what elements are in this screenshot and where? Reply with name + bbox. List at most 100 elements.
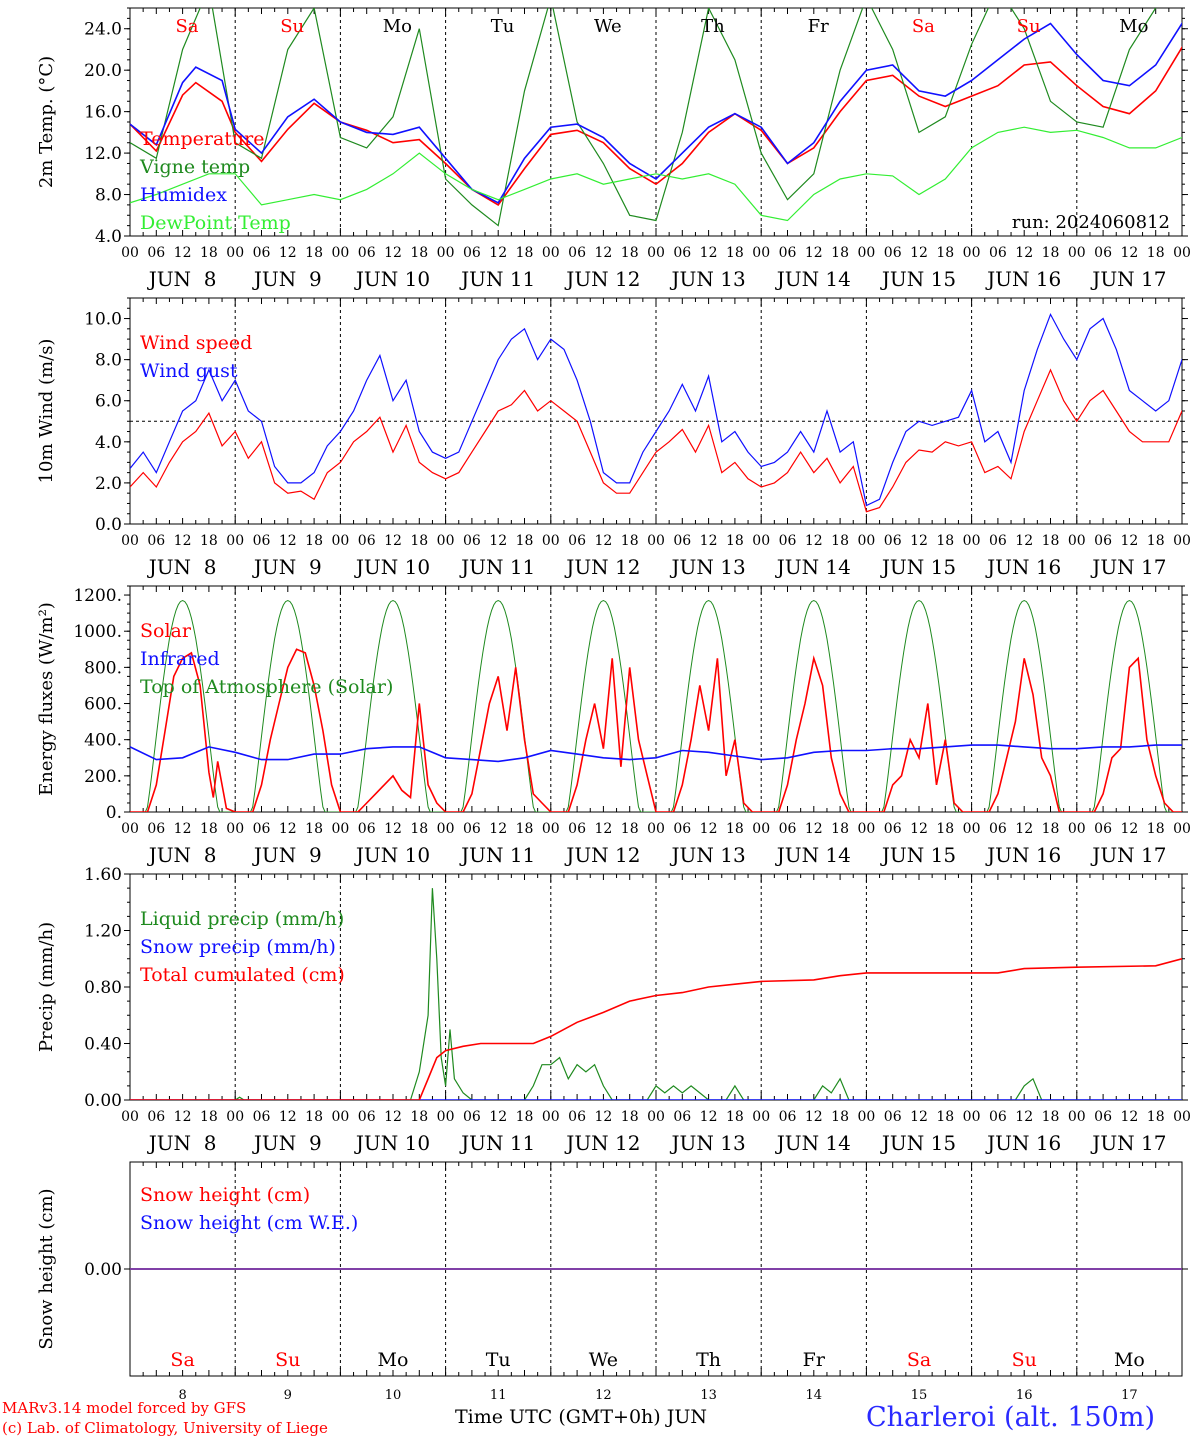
hour-tick-label: 06 — [463, 533, 481, 549]
date-label: JUN 15 — [880, 555, 956, 579]
hour-tick-label: 12 — [279, 821, 297, 837]
hour-tick-label: 06 — [147, 1109, 165, 1125]
hour-tick-label: 00 — [752, 245, 770, 261]
hour-tick-label: 12 — [384, 533, 402, 549]
hour-tick-label: 06 — [358, 821, 376, 837]
hour-tick-label: 18 — [1042, 1109, 1060, 1125]
hour-tick-label: 18 — [621, 821, 639, 837]
hour-tick-label: 06 — [989, 821, 1007, 837]
weekday-label: Tu — [491, 16, 515, 37]
hour-tick-label: 12 — [1120, 1109, 1138, 1125]
hour-tick-label: 12 — [805, 245, 823, 261]
day-number-label: 8 — [178, 1388, 186, 1403]
legend-entry: Wind gust — [140, 360, 238, 382]
hour-tick-label: 00 — [1068, 245, 1086, 261]
hour-tick-label: 06 — [358, 245, 376, 261]
legend-entry: Solar — [140, 620, 192, 642]
hour-tick-label: 00 — [121, 821, 139, 837]
date-label: JUN 15 — [880, 1131, 956, 1155]
hour-tick-label: 18 — [305, 533, 323, 549]
hour-tick-label: 12 — [1015, 533, 1033, 549]
x-axis-title-text: Time UTC (GMT+0h) — [455, 1406, 661, 1428]
hour-tick-label: 12 — [910, 1109, 928, 1125]
hour-tick-label: 06 — [673, 821, 691, 837]
y-tick-label: 8.0 — [95, 186, 122, 206]
weekday-label: Sa — [907, 1349, 931, 1371]
hour-tick-label: 18 — [305, 821, 323, 837]
series-line-temperature — [130, 46, 1182, 206]
hour-tick-label: 00 — [857, 1109, 875, 1125]
date-label: JUN 12 — [564, 1131, 640, 1155]
hour-tick-label: 00 — [647, 533, 665, 549]
hour-tick-label: 06 — [358, 533, 376, 549]
date-label: JUN 10 — [354, 555, 430, 579]
hour-tick-label: 06 — [253, 245, 271, 261]
legend-entry: Snow height (cm) — [140, 1184, 310, 1206]
y-axis-label: Energy fluxes (W/m²) — [36, 602, 57, 796]
date-label: JUN 13 — [670, 843, 746, 867]
hour-tick-label: 06 — [568, 1109, 586, 1125]
date-label: JUN 17 — [1090, 1131, 1166, 1155]
hour-tick-label: 06 — [673, 1109, 691, 1125]
hour-tick-label: 12 — [174, 533, 192, 549]
series-line-humidex — [130, 22, 1182, 204]
series-line-wind-speed — [130, 368, 1182, 513]
hour-tick-label: 18 — [410, 821, 428, 837]
y-tick-label: 400. — [84, 731, 122, 751]
date-label: JUN 15 — [880, 267, 956, 291]
hour-tick-label: 00 — [1173, 821, 1191, 837]
hour-tick-label: 18 — [410, 245, 428, 261]
hour-tick-label: 06 — [989, 245, 1007, 261]
hour-tick-label: 12 — [805, 533, 823, 549]
hour-tick-label: 00 — [121, 1109, 139, 1125]
date-label: JUN 11 — [459, 1131, 535, 1155]
hour-tick-label: 00 — [963, 821, 981, 837]
hour-tick-label: 18 — [726, 1109, 744, 1125]
hour-tick-label: 00 — [437, 1109, 455, 1125]
hour-tick-label: 12 — [594, 533, 612, 549]
hour-tick-label: 18 — [516, 533, 534, 549]
y-tick-label: 2.0 — [95, 474, 122, 494]
hour-tick-label: 18 — [516, 245, 534, 261]
hour-tick-label: 06 — [989, 1109, 1007, 1125]
hour-tick-label: 00 — [331, 245, 349, 261]
hour-tick-label: 18 — [831, 1109, 849, 1125]
hour-tick-label: 00 — [1068, 821, 1086, 837]
date-label: JUN 16 — [985, 843, 1061, 867]
y-tick-label: 0. — [106, 803, 122, 823]
series-line-vigne-temp — [130, 8, 1157, 227]
hour-tick-label: 06 — [673, 533, 691, 549]
day-number-label: 15 — [911, 1388, 928, 1403]
date-label: JUN 10 — [354, 1131, 430, 1155]
date-label: JUN 15 — [880, 843, 956, 867]
hour-tick-label: 12 — [279, 533, 297, 549]
hour-tick-label: 12 — [174, 245, 192, 261]
date-label: JUN 13 — [670, 1131, 746, 1155]
hour-tick-label: 18 — [936, 1109, 954, 1125]
credit-line-model: MARv3.14 model forced by GFS — [2, 1399, 247, 1417]
legend-entry: Snow precip (mm/h) — [140, 936, 336, 958]
weekday-label: Th — [701, 16, 725, 37]
y-tick-label: 1000. — [73, 622, 122, 642]
hour-tick-label: 12 — [594, 245, 612, 261]
hour-tick-label: 06 — [358, 1109, 376, 1125]
weekday-label: We — [589, 1349, 618, 1371]
y-tick-label: 1200. — [73, 586, 122, 606]
hour-tick-label: 12 — [489, 1109, 507, 1125]
date-label: JUN 10 — [354, 267, 430, 291]
hour-tick-label: 12 — [594, 1109, 612, 1125]
legend-entry: Snow height (cm W.E.) — [140, 1212, 358, 1234]
hour-tick-label: 00 — [437, 245, 455, 261]
legend-entry: Total cumulated (cm) — [140, 964, 345, 986]
hour-tick-label: 12 — [805, 821, 823, 837]
x-axis-month: JUN — [666, 1406, 708, 1428]
weekday-label: Su — [275, 1349, 300, 1371]
hour-tick-label: 18 — [410, 533, 428, 549]
weekday-label: Tu — [486, 1349, 511, 1371]
day-number-label: 14 — [806, 1388, 823, 1403]
hour-tick-label: 18 — [621, 1109, 639, 1125]
date-label: JUN 9 — [252, 843, 322, 867]
hour-tick-label: 12 — [384, 245, 402, 261]
weekday-label: Su — [1012, 1349, 1037, 1371]
series-line-liquid-precip-mm-h — [130, 888, 1182, 1100]
